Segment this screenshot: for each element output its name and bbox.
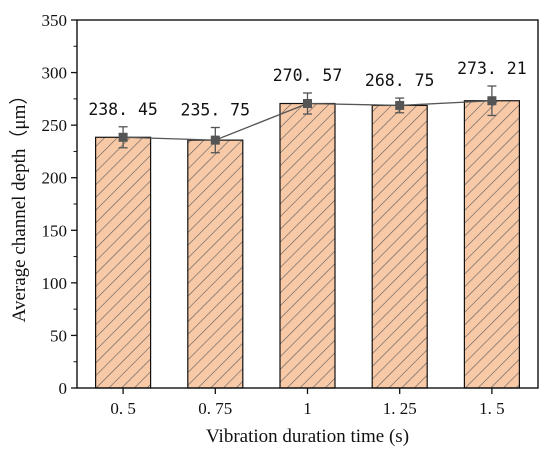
bar-1 [187,139,244,389]
data-label: 235. 75 [181,101,251,120]
data-label: 273. 21 [457,59,527,78]
point-marker [487,96,497,106]
overlay-layer [118,85,497,154]
y-tick-label: 0 [59,379,68,398]
labels-layer: 0 50 100 150 200 250 300 350 0. 5 0. 75 1 1. 25 1. 5… [42,11,527,418]
bars-layer [94,100,520,389]
y-tick-label: 300 [42,64,68,83]
data-label: 270. 57 [273,66,343,85]
x-tick-label: 0. 75 [198,399,232,418]
bar-hatch [94,136,152,389]
bar-hatch [463,100,520,389]
x-tick-label: 0. 5 [110,399,136,418]
error-bar-2 [303,92,312,115]
error-bar-0 [118,126,128,149]
x-axis-title: Vibration duration time (s) [206,426,409,447]
error-bar-4 [487,85,497,117]
error-bar-3 [395,97,405,114]
bar-hatch [187,139,244,389]
x-tick-label: 1. 25 [383,399,417,418]
error-bar-1 [210,126,220,154]
y-tick-label: 150 [42,221,68,240]
x-tick-label: 1. 5 [479,399,505,418]
bar-0 [94,136,152,389]
x-tick-label: 1 [303,399,312,418]
y-tick-label: 50 [50,326,67,345]
point-marker [303,99,312,109]
bar-hatch [279,102,336,389]
data-label: 268. 75 [365,71,435,90]
y-axis-title: Average channel depth（μm） [8,86,30,323]
bar-4 [463,100,520,389]
data-label: 238. 45 [88,100,158,119]
axes-layer [71,19,539,394]
point-marker [395,100,405,110]
y-tick-label: 250 [42,116,68,135]
point-marker [210,135,220,145]
bar-2 [279,102,336,389]
bar-3 [371,104,428,389]
y-tick-label: 200 [42,169,68,188]
bar-hatch [371,104,428,389]
y-tick-label: 100 [42,274,68,293]
point-marker [118,132,128,142]
y-tick-label: 350 [42,11,68,30]
